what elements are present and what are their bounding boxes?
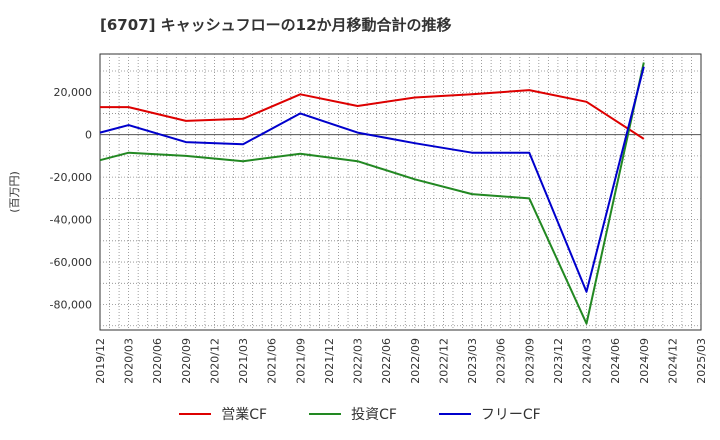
y-tick-label: -80,000 — [50, 299, 92, 312]
x-tick-label: 2020/09 — [180, 338, 193, 384]
x-tick-label: 2023/12 — [552, 338, 565, 384]
x-tick-labels: 2019/12 2020/03 2020/06 2020/09 2020/12 2021/… — [94, 338, 708, 384]
y-tick-label: -40,000 — [50, 214, 92, 227]
legend-swatch — [179, 413, 212, 415]
y-tick-label: -60,000 — [50, 256, 92, 269]
x-tick-label: 2021/03 — [237, 338, 250, 384]
y-tick-label: 0 — [85, 129, 92, 142]
x-tick-label: 2021/09 — [294, 338, 307, 384]
chart-title: [6707] キャッシュフローの12か月移動合計の推移 — [100, 16, 452, 34]
x-tick-label: 2022/06 — [380, 338, 393, 384]
x-tick-label: 2023/09 — [523, 338, 536, 384]
series-line-3 — [99, 66, 645, 293]
x-tick-label: 2024/12 — [666, 338, 679, 384]
legend-swatch — [309, 413, 342, 415]
series-line-2 — [99, 62, 645, 325]
x-tick-label: 2020/03 — [123, 338, 136, 384]
x-tick-label: 2021/06 — [266, 338, 279, 384]
x-tick-label: 2023/03 — [466, 338, 479, 384]
x-tick-label: 2022/12 — [437, 338, 450, 384]
legend-item-3: フリーCF — [438, 404, 541, 424]
x-tick-label: 2025/03 — [695, 338, 708, 384]
y-axis-label: (百万円) — [8, 171, 21, 213]
legend-item-2: 投資CF — [309, 404, 397, 424]
x-tick-label: 2024/09 — [638, 338, 651, 384]
grid-lines — [99, 53, 702, 331]
legend-label: フリーCF — [480, 407, 541, 423]
y-tick-labels: 20,000 0 -20,000 -40,000 -60,000 -80,000 — [50, 86, 92, 311]
legend-label: 投資CF — [351, 407, 397, 423]
x-tick-label: 2022/03 — [352, 338, 365, 384]
series-lines — [99, 62, 645, 325]
plot-frame — [99, 53, 702, 331]
x-tick-label: 2019/12 — [94, 338, 107, 384]
series-line-1 — [100, 89, 645, 140]
y-tick-label: 20,000 — [54, 86, 93, 99]
x-tick-label: 2020/12 — [208, 338, 221, 384]
x-tick-label: 2021/12 — [323, 338, 336, 384]
x-tick-label: 2024/06 — [609, 338, 622, 384]
legend-swatch — [438, 413, 471, 415]
x-tick-label: 2022/09 — [409, 338, 422, 384]
legend-item-1: 営業CF — [179, 404, 267, 424]
x-tick-label: 2020/06 — [151, 338, 164, 384]
legend: 営業CF 投資CF フリーCF — [0, 404, 720, 424]
x-tick-label: 2023/06 — [495, 338, 508, 384]
y-tick-label: -20,000 — [50, 171, 92, 184]
x-tick-label: 2024/03 — [581, 338, 594, 384]
legend-label: 営業CF — [221, 407, 268, 423]
